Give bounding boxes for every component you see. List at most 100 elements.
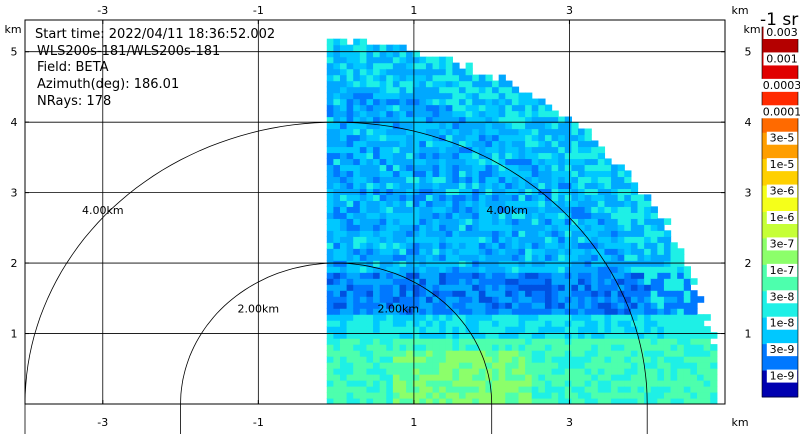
heatmap-cell xyxy=(611,284,619,291)
heatmap-cell xyxy=(432,200,440,207)
heatmap-cell xyxy=(340,398,348,404)
heatmap-cell xyxy=(353,338,361,345)
heatmap-cell xyxy=(419,266,427,273)
heatmap-cell xyxy=(478,338,487,345)
heatmap-cell xyxy=(399,44,407,52)
heatmap-cell xyxy=(373,152,381,160)
heatmap-cell xyxy=(366,140,374,148)
heatmap-cell xyxy=(459,98,467,106)
heatmap-cell xyxy=(419,80,427,88)
heatmap-cell xyxy=(644,350,652,357)
heatmap-cell xyxy=(346,290,354,297)
heatmap-cell xyxy=(412,374,420,381)
heatmap-cell xyxy=(604,284,612,291)
heatmap-cell xyxy=(452,284,460,291)
heatmap-cell xyxy=(525,344,533,351)
heatmap-cell xyxy=(630,206,639,213)
heatmap-cell xyxy=(663,332,672,339)
heatmap-cell xyxy=(518,194,526,201)
heatmap-cell xyxy=(333,374,341,381)
heatmap-cell xyxy=(340,98,348,106)
heatmap-cell xyxy=(419,356,427,363)
colorbar-label: 0.0003 xyxy=(763,79,800,92)
heatmap-cell xyxy=(518,254,526,261)
heatmap-cell xyxy=(478,362,487,369)
heatmap-cell xyxy=(459,86,467,94)
heatmap-cell xyxy=(386,200,394,207)
heatmap-cell xyxy=(617,200,625,207)
heatmap-cell xyxy=(353,224,361,231)
heatmap-cell xyxy=(406,380,414,387)
heatmap-cell xyxy=(419,212,427,219)
heatmap-cell xyxy=(670,338,678,345)
heatmap-cell xyxy=(644,206,652,213)
heatmap-cell xyxy=(353,332,361,339)
heatmap-cell xyxy=(399,332,407,339)
heatmap-cell xyxy=(597,200,606,207)
heatmap-cell xyxy=(419,380,427,387)
heatmap-cell xyxy=(611,242,619,249)
heatmap-cell xyxy=(445,398,453,404)
heatmap-cell xyxy=(379,206,387,213)
heatmap-cell xyxy=(465,128,473,136)
heatmap-cell xyxy=(630,314,639,321)
heatmap-cell xyxy=(663,398,672,404)
heatmap-cell xyxy=(492,284,500,291)
heatmap-cell xyxy=(578,320,586,327)
heatmap-cell xyxy=(697,356,705,363)
heatmap-cell xyxy=(439,326,447,333)
heatmap-cell xyxy=(333,380,341,387)
heatmap-cell xyxy=(637,212,645,219)
heatmap-cell xyxy=(650,236,658,243)
heatmap-cell xyxy=(326,380,334,387)
heatmap-cell xyxy=(637,374,645,381)
heatmap-cell xyxy=(340,122,348,130)
heatmap-cell xyxy=(584,170,592,178)
heatmap-cell xyxy=(373,332,381,339)
heatmap-cell xyxy=(637,230,645,237)
heatmap-cell xyxy=(425,368,434,375)
heatmap-cell xyxy=(511,368,520,375)
heatmap-cell xyxy=(392,80,401,88)
heatmap-cell xyxy=(492,278,500,285)
heatmap-cell xyxy=(340,164,348,172)
heatmap-cell xyxy=(353,182,361,189)
heatmap-cell xyxy=(611,308,619,315)
heatmap-cell xyxy=(366,116,374,124)
heatmap-cell xyxy=(584,314,592,321)
heatmap-cell xyxy=(373,230,381,237)
heatmap-cell xyxy=(558,140,566,148)
heatmap-cell xyxy=(445,302,453,309)
heatmap-cell xyxy=(505,398,513,404)
heatmap-cell xyxy=(518,92,526,100)
heatmap-cell xyxy=(591,170,599,178)
heatmap-cell xyxy=(511,248,520,255)
heatmap-cell xyxy=(326,110,334,118)
heatmap-cell xyxy=(373,218,381,225)
heatmap-cell xyxy=(578,344,586,351)
heatmap-cell xyxy=(485,380,493,387)
heatmap-cell xyxy=(465,152,473,160)
heatmap-cell xyxy=(485,320,493,327)
heatmap-cell xyxy=(630,266,639,273)
heatmap-cell xyxy=(485,308,493,315)
heatmap-cell xyxy=(597,194,606,201)
heatmap-cell xyxy=(346,356,354,363)
heatmap-cell xyxy=(617,266,625,273)
heatmap-cell xyxy=(340,44,348,52)
heatmap-cell xyxy=(538,98,546,106)
range-ring-label: 2.00km xyxy=(238,302,280,315)
heatmap-cell xyxy=(657,320,665,327)
heatmap-cell xyxy=(346,176,354,184)
heatmap-cell xyxy=(485,80,493,88)
heatmap-cell xyxy=(591,218,599,225)
heatmap-cell xyxy=(392,170,401,178)
heatmap-cell xyxy=(340,332,348,339)
heatmap-cell xyxy=(663,386,672,393)
heatmap-cell xyxy=(439,194,447,201)
heatmap-cell xyxy=(326,44,334,52)
heatmap-cell xyxy=(439,254,447,261)
heatmap-cell xyxy=(459,122,467,130)
heatmap-cell xyxy=(505,164,513,172)
heatmap-cell xyxy=(571,380,579,387)
